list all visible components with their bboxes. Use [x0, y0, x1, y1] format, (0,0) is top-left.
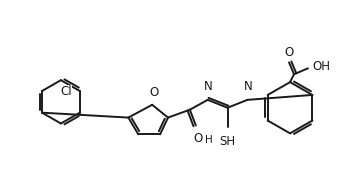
Text: H: H [205, 135, 212, 145]
Text: SH: SH [219, 135, 236, 148]
Text: N: N [204, 80, 213, 93]
Text: O: O [284, 46, 294, 58]
Text: N: N [244, 80, 253, 93]
Text: OH: OH [313, 60, 331, 73]
Text: O: O [193, 132, 202, 145]
Text: O: O [149, 86, 159, 99]
Text: Cl: Cl [60, 84, 72, 98]
